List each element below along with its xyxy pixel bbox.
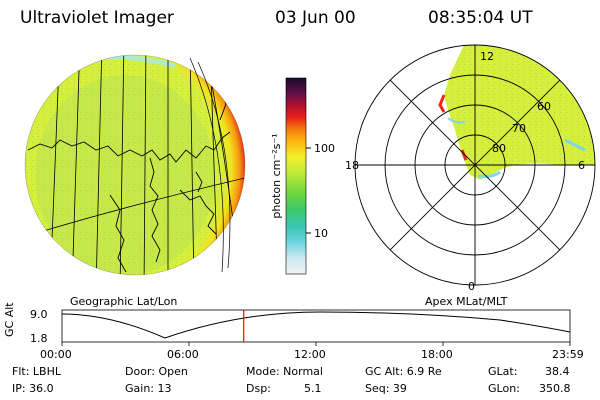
left-panel-label: Geographic Lat/Lon	[70, 295, 178, 308]
mlt-label-18: 18	[345, 159, 359, 172]
time-label: 08:35:04 UT	[428, 8, 533, 28]
mode-info: Mode: Normal	[246, 365, 323, 378]
colorbar-unit-label: photon cm⁻²s⁻¹	[270, 133, 283, 218]
timeline-xtick-1800: 18:00	[421, 348, 453, 361]
gc-alt-info: GC Alt: 6.9 Re	[365, 365, 442, 378]
timeline-xtick-1200: 12:00	[294, 348, 326, 361]
colorbar-tick-10: 10	[314, 227, 328, 240]
timeline-xtick-2359: 23:59	[552, 348, 584, 361]
timeline-ytick-9: 9.0	[30, 308, 48, 321]
timeline-xtick-0600: 06:00	[167, 348, 199, 361]
ip-info: IP: 36.0	[12, 382, 54, 395]
mlat-label-60: 60	[537, 100, 551, 113]
timeline-xtick-0000: 00:00	[40, 348, 72, 361]
gain-info: Gain: 13	[125, 382, 172, 395]
mlt-label-0: 0	[468, 280, 475, 293]
mlat-label-70: 70	[512, 122, 526, 135]
polar-plot: 12 18 6 0 60 70 80	[345, 44, 596, 293]
mlt-label-6: 6	[578, 159, 585, 172]
instrument-title: Ultraviolet Imager	[20, 8, 174, 28]
earth-disk-image	[24, 54, 246, 276]
glon-value: 350.8	[539, 382, 571, 395]
orbit-timeline: GC Alt 9.0 1.8	[3, 302, 571, 346]
gc-alt-curve	[61, 311, 571, 339]
glat-value: 38.4	[545, 365, 570, 378]
date-label: 03 Jun 00	[275, 8, 356, 28]
mlt-label-12: 12	[480, 50, 494, 63]
mlat-label-80: 80	[492, 142, 506, 155]
timeline-ytick-1.8: 1.8	[30, 332, 48, 345]
colorbar: photon cm⁻²s⁻¹ 100 10	[270, 77, 335, 275]
glat-label: GLat:	[488, 365, 518, 378]
right-panel-label: Apex MLat/MLT	[425, 295, 508, 308]
glon-label: GLon:	[488, 382, 520, 395]
timeline-y-label: GC Alt	[3, 302, 16, 337]
seq-info: Seq: 39	[365, 382, 407, 395]
dsp-value: 5.1	[304, 382, 322, 395]
flt-info: Flt: LBHL	[12, 365, 61, 378]
dsp-label: Dsp:	[246, 382, 271, 395]
colorbar-tick-100: 100	[314, 142, 335, 155]
door-info: Door: Open	[125, 365, 188, 378]
